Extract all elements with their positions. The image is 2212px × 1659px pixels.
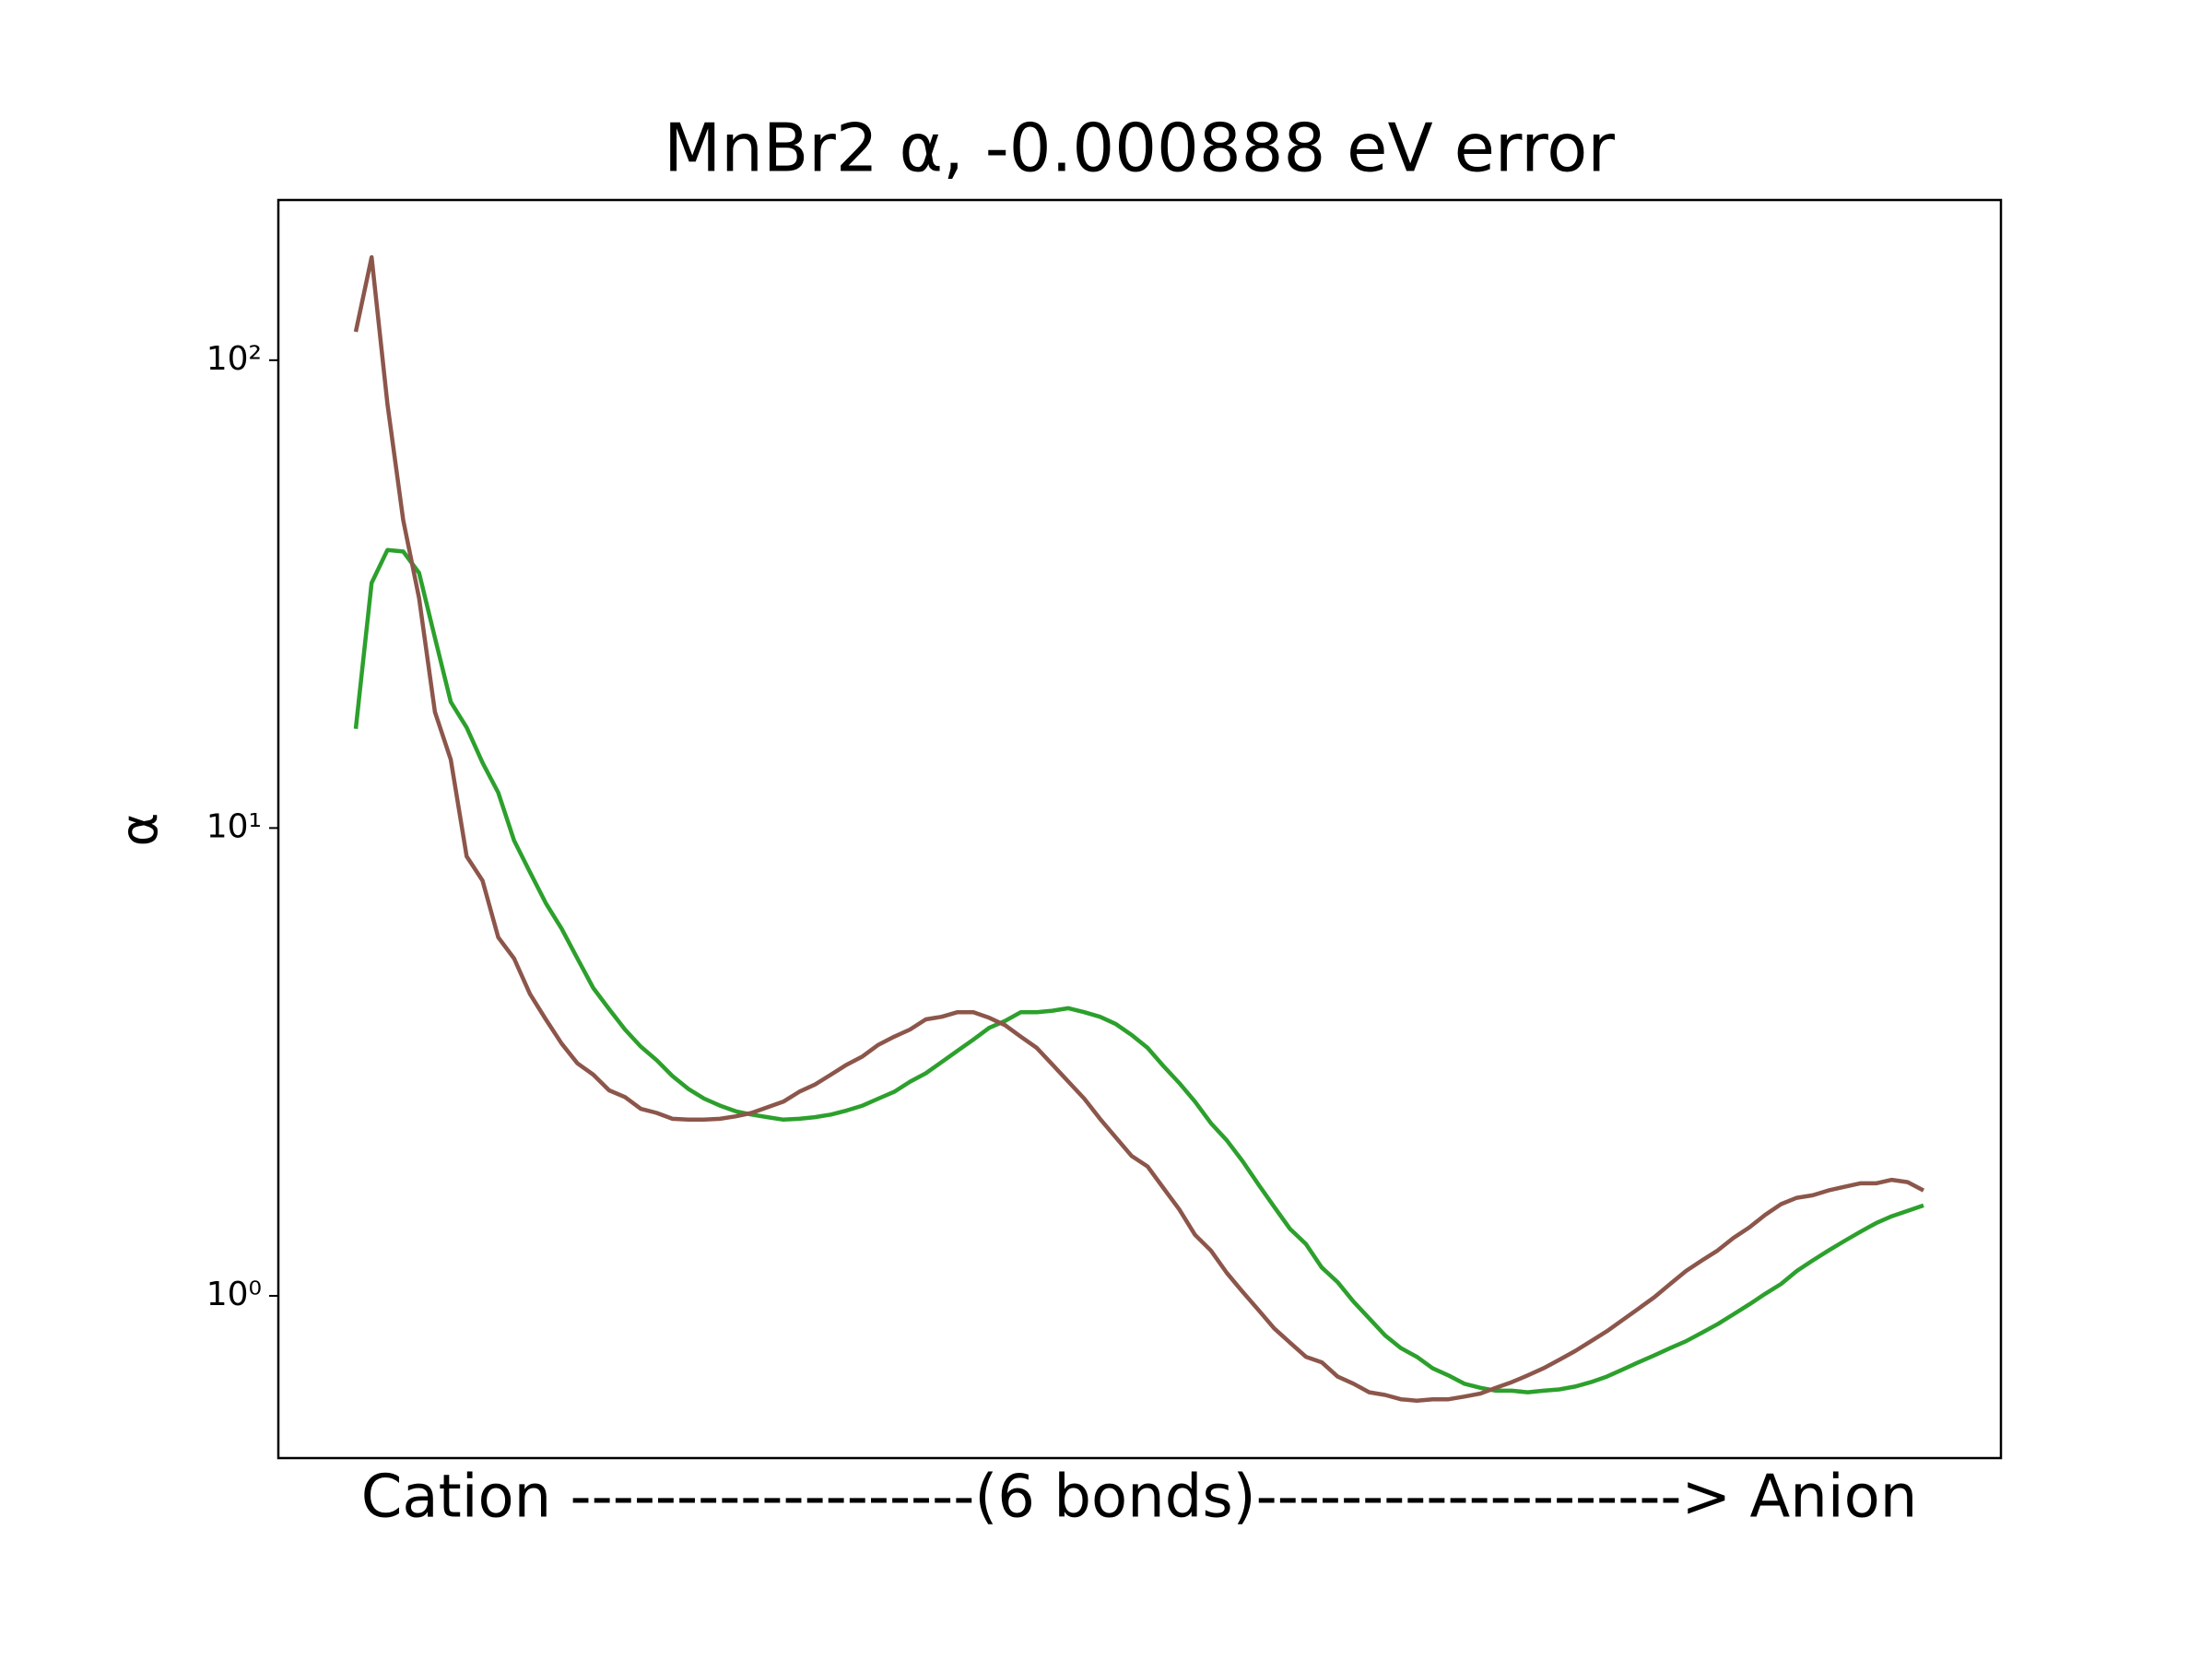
y-axis-label: α: [110, 813, 170, 847]
data-line: [353, 254, 1925, 1403]
x-axis-label: Cation -------------------(6 bonds)-----…: [361, 1464, 1918, 1532]
chart-title: MnBr2 α, -0.000888 eV error: [664, 110, 1615, 187]
data-line: [353, 547, 1924, 1394]
y-tick-label: 10¹: [206, 807, 262, 845]
y-tick-label: 10⁰: [206, 1276, 262, 1313]
y-tick-label: 10²: [206, 340, 262, 378]
plot-frame: [276, 198, 2003, 1460]
